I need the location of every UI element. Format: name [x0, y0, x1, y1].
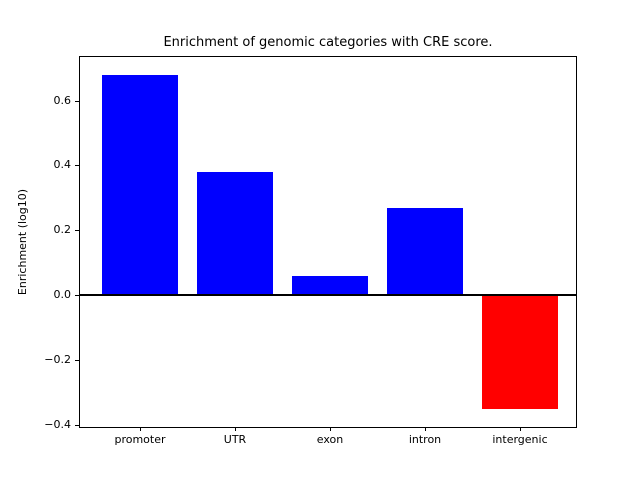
x-tick-mark: [425, 427, 426, 431]
y-tick-label: −0.4: [44, 418, 71, 432]
bar-UTR: [197, 171, 273, 296]
y-axis-label: Enrichment (log10): [16, 188, 29, 296]
x-tick-label-intergenic: intergenic: [492, 433, 548, 446]
y-tick-label: 0.4: [53, 158, 72, 172]
y-tick-mark: [75, 360, 79, 362]
y-tick-mark: [75, 165, 79, 167]
x-tick-label-UTR: UTR: [223, 433, 247, 446]
bar-promoter: [102, 74, 178, 296]
y-tick-label: 0.2: [53, 223, 72, 237]
x-tick-mark: [235, 427, 236, 431]
y-tick-mark: [75, 230, 79, 232]
zero-baseline: [80, 294, 576, 297]
x-tick-label-exon: exon: [316, 433, 344, 446]
bar-intergenic: [482, 295, 558, 410]
y-tick-label: −0.2: [44, 353, 71, 367]
plot-area: [79, 56, 577, 428]
chart-title: Enrichment of genomic categories with CR…: [163, 35, 493, 50]
x-tick-mark: [330, 427, 331, 431]
bar-intron: [387, 207, 463, 296]
x-tick-label-promoter: promoter: [114, 433, 166, 446]
bar-exon: [292, 275, 368, 296]
x-tick-mark: [140, 427, 141, 431]
y-tick-mark: [75, 425, 79, 427]
y-tick-label: 0.6: [53, 93, 72, 107]
y-tick-mark: [75, 295, 79, 297]
x-tick-mark: [520, 427, 521, 431]
y-tick-mark: [75, 100, 79, 102]
x-tick-label-intron: intron: [408, 433, 442, 446]
y-tick-label: 0.0: [53, 288, 72, 302]
